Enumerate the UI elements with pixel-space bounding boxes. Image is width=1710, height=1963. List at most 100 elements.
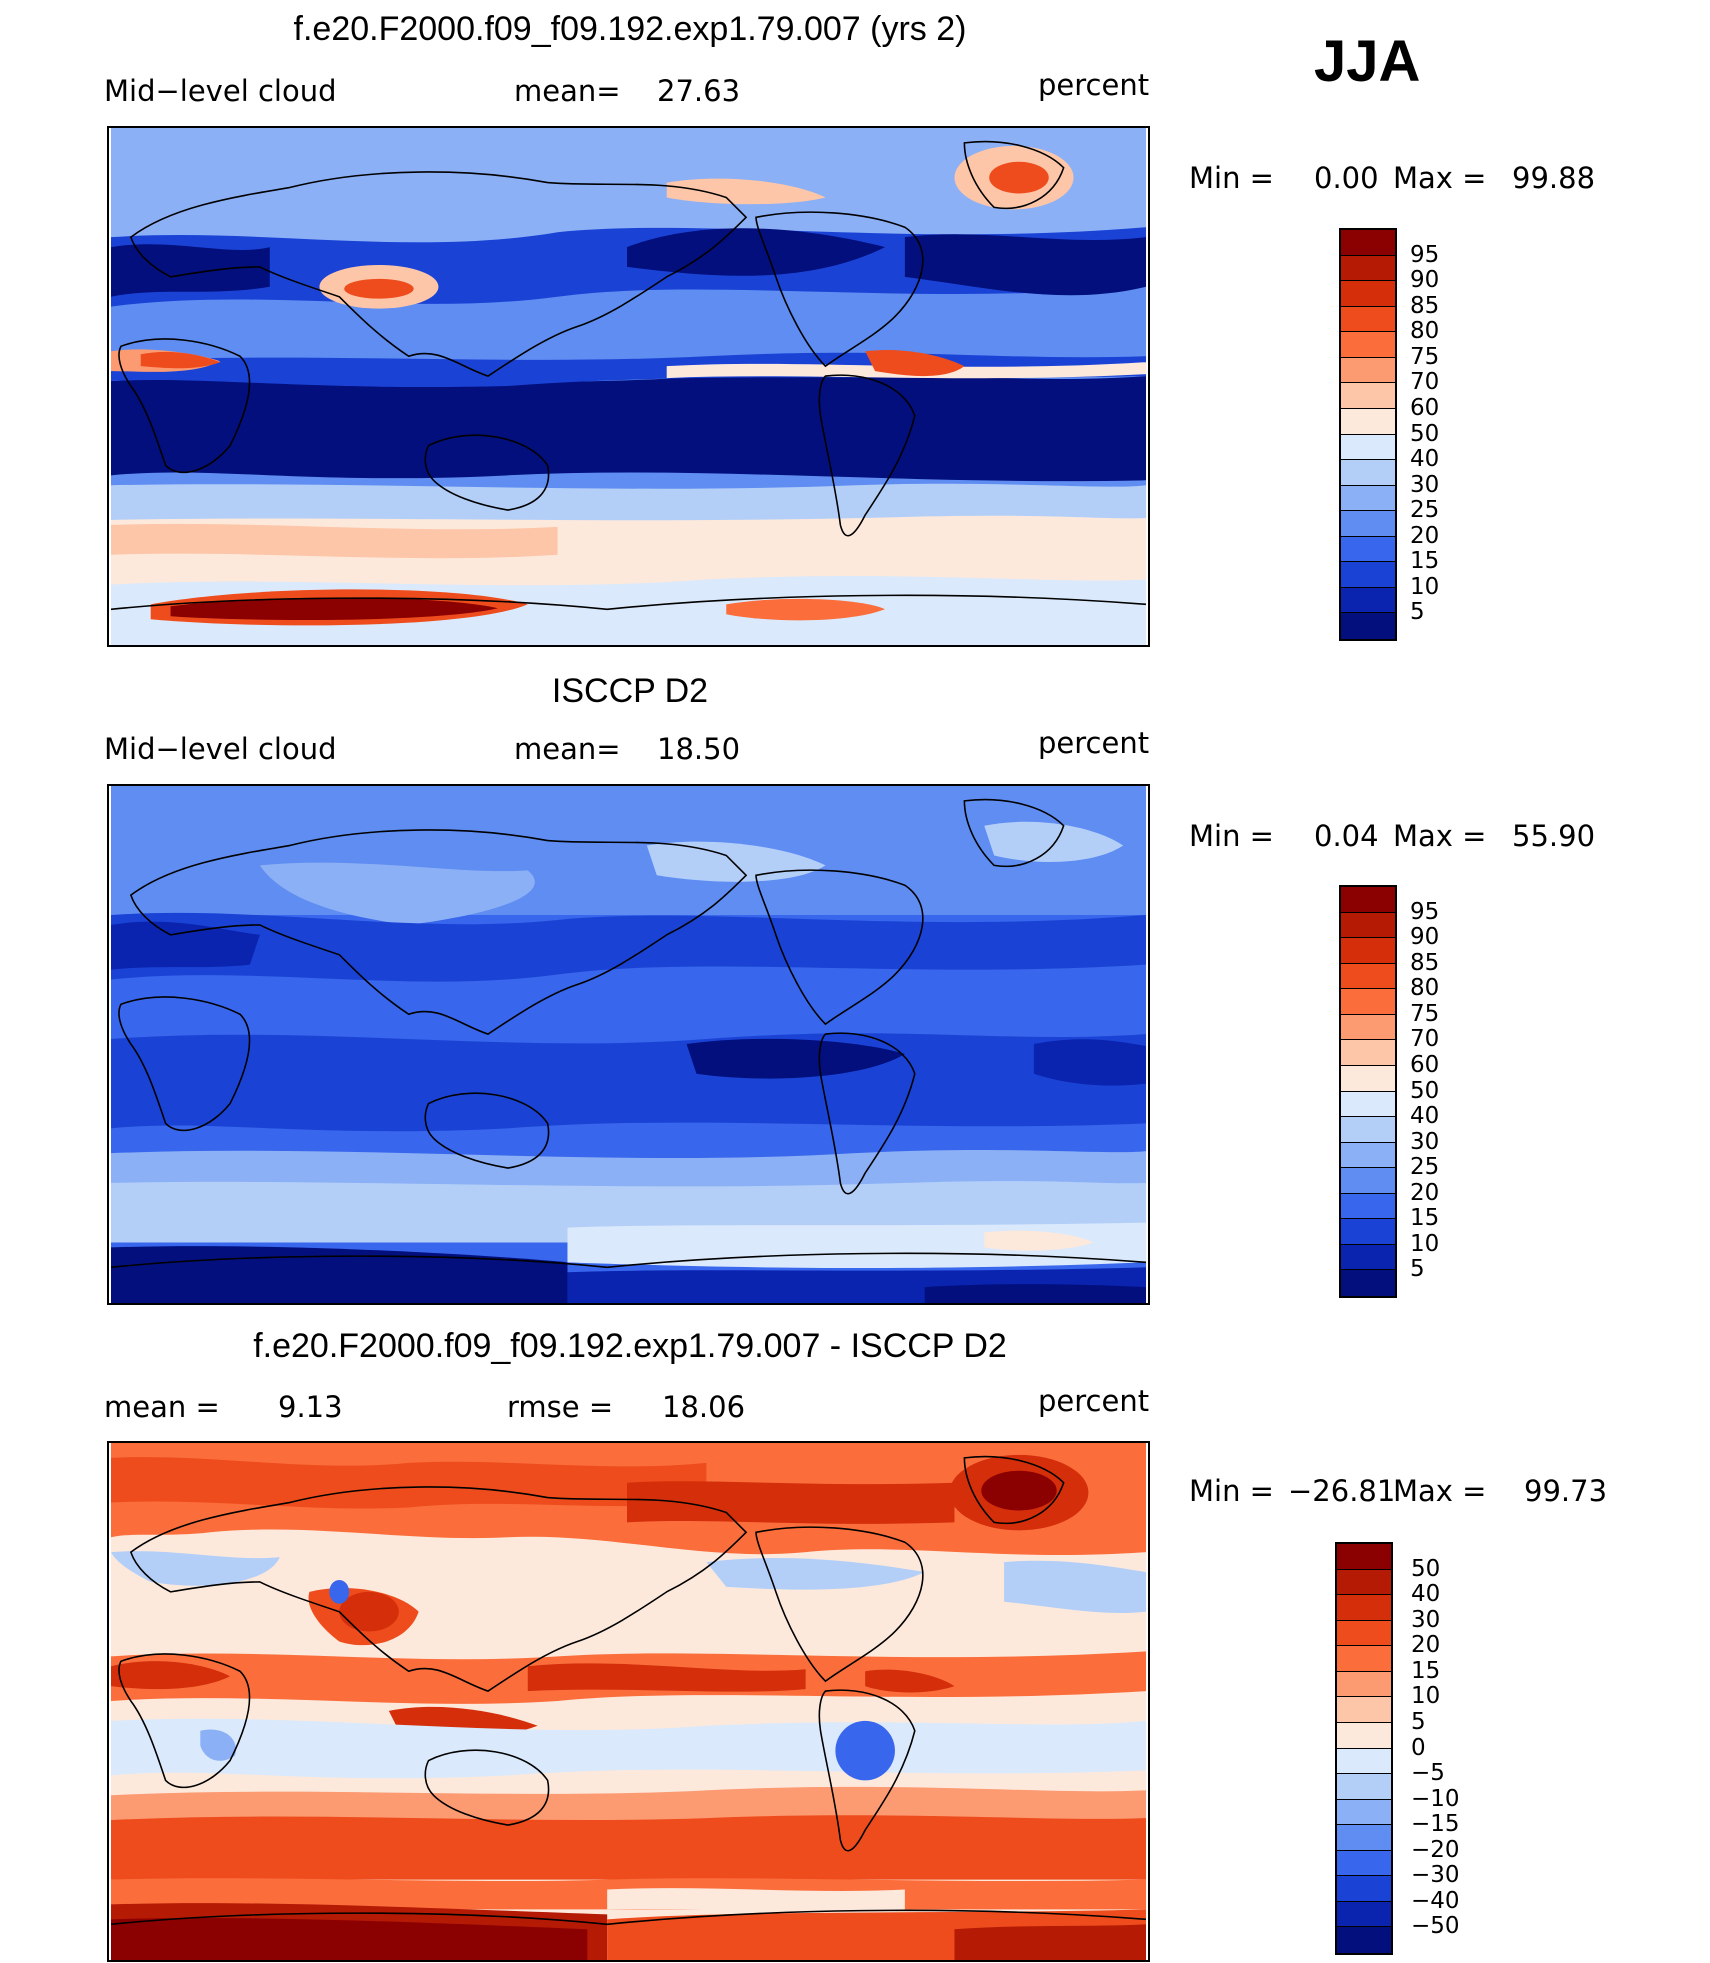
- panel2-colorbar: [1339, 885, 1397, 1298]
- colorbar-swatch: [1341, 1270, 1395, 1296]
- panel3-mean-label: mean =: [104, 1390, 220, 1424]
- panel3-title: f.e20.F2000.f09_f09.192.exp1.79.007 - IS…: [253, 1327, 1007, 1365]
- colorbar-tick-label: 20: [1410, 522, 1440, 549]
- colorbar-swatch: [1341, 587, 1395, 614]
- colorbar-tick-label: −15: [1411, 1811, 1460, 1838]
- panel3-map: [107, 1441, 1150, 1962]
- panel3-rmse-label: rmse =: [507, 1390, 614, 1424]
- colorbar-swatch: [1341, 434, 1395, 461]
- colorbar-swatch: [1337, 1595, 1391, 1621]
- colorbar-tick-label: 30: [1410, 471, 1440, 498]
- panel2-variable-label: Mid−level cloud: [104, 732, 337, 766]
- colorbar-swatch: [1341, 1014, 1395, 1041]
- colorbar-swatch: [1337, 1569, 1391, 1596]
- colorbar-swatch: [1341, 963, 1395, 990]
- colorbar-tick-label: 40: [1411, 1581, 1441, 1608]
- colorbar-tick-label: 60: [1410, 394, 1440, 421]
- panel2-max-label: Max =: [1393, 819, 1487, 853]
- colorbar-swatch: [1341, 332, 1395, 358]
- colorbar-swatch: [1341, 887, 1395, 913]
- panel1-title: f.e20.F2000.f09_f09.192.exp1.79.007 (yrs…: [293, 10, 967, 48]
- colorbar-tick-label: 30: [1411, 1606, 1441, 1633]
- colorbar-swatch: [1337, 1620, 1391, 1647]
- colorbar-swatch: [1341, 1065, 1395, 1092]
- colorbar-swatch: [1341, 1091, 1395, 1118]
- colorbar-tick-label: 10: [1410, 573, 1440, 600]
- panel3-colorbar: [1335, 1542, 1393, 1955]
- colorbar-swatch: [1337, 1774, 1391, 1800]
- colorbar-tick-label: 50: [1410, 1077, 1440, 1104]
- colorbar-swatch: [1337, 1901, 1391, 1928]
- colorbar-tick-label: 5: [1410, 599, 1425, 626]
- panel3-units-label: percent: [1038, 1384, 1150, 1418]
- colorbar-swatch: [1337, 1646, 1391, 1672]
- colorbar-tick-label: 20: [1411, 1632, 1441, 1659]
- colorbar-swatch: [1341, 912, 1395, 939]
- panel2-title: ISCCP D2: [551, 672, 709, 710]
- panel1-units-label: percent: [1038, 68, 1150, 102]
- panel1-max-label: Max =: [1393, 161, 1487, 195]
- colorbar-tick-label: −40: [1411, 1887, 1460, 1914]
- panel3-max-label: Max =: [1393, 1474, 1487, 1508]
- colorbar-tick-label: 15: [1410, 548, 1440, 575]
- colorbar-swatch: [1337, 1748, 1391, 1775]
- colorbar-swatch: [1337, 1722, 1391, 1749]
- panel3-rmse-value: 18.06: [662, 1390, 746, 1424]
- colorbar-tick-label: 25: [1410, 1154, 1440, 1181]
- colorbar-swatch: [1341, 1040, 1395, 1066]
- colorbar-tick-label: 25: [1410, 497, 1440, 524]
- panel3-max-value: 99.73: [1524, 1474, 1608, 1508]
- colorbar-swatch: [1337, 1671, 1391, 1698]
- colorbar-swatch: [1337, 1544, 1391, 1570]
- colorbar-swatch: [1341, 613, 1395, 639]
- colorbar-tick-label: 90: [1410, 924, 1440, 951]
- colorbar-swatch: [1337, 1825, 1391, 1851]
- panel1-variable-label: Mid−level cloud: [104, 74, 337, 108]
- colorbar-swatch: [1341, 1219, 1395, 1245]
- colorbar-tick-label: 20: [1410, 1179, 1440, 1206]
- colorbar-tick-label: 50: [1410, 420, 1440, 447]
- panel2-map-field: [110, 786, 1147, 1303]
- colorbar-swatch: [1337, 1697, 1391, 1723]
- colorbar-swatch: [1341, 1117, 1395, 1143]
- panel1-max-value: 99.88: [1512, 161, 1596, 195]
- colorbar-swatch: [1341, 989, 1395, 1015]
- colorbar-swatch: [1341, 230, 1395, 256]
- colorbar-tick-label: 75: [1410, 343, 1440, 370]
- season-label: JJA: [1314, 29, 1421, 94]
- panel3-min-value: −26.81: [1288, 1474, 1396, 1508]
- colorbar-tick-label: 40: [1410, 1103, 1440, 1130]
- colorbar-swatch: [1341, 1193, 1395, 1220]
- colorbar-tick-label: 15: [1410, 1205, 1440, 1232]
- colorbar-swatch: [1341, 536, 1395, 563]
- colorbar-tick-label: 5: [1410, 1256, 1425, 1283]
- colorbar-tick-label: 50: [1411, 1555, 1441, 1582]
- colorbar-tick-label: 95: [1410, 898, 1440, 925]
- panel1-colorbar: [1339, 228, 1397, 641]
- colorbar-tick-label: 95: [1410, 241, 1440, 268]
- panel2-max-value: 55.90: [1512, 819, 1596, 853]
- panel3-mean-value: 9.13: [278, 1390, 343, 1424]
- panel1-min-value: 0.00: [1314, 161, 1379, 195]
- panel2-units-label: percent: [1038, 726, 1150, 760]
- colorbar-tick-label: 15: [1411, 1657, 1441, 1684]
- colorbar-tick-label: 85: [1410, 949, 1440, 976]
- colorbar-tick-label: 5: [1411, 1708, 1426, 1735]
- colorbar-swatch: [1341, 485, 1395, 512]
- panel2-mean-label: mean=: [514, 732, 621, 766]
- colorbar-swatch: [1341, 408, 1395, 435]
- colorbar-swatch: [1341, 1168, 1395, 1194]
- colorbar-tick-label: 60: [1410, 1051, 1440, 1078]
- panel2-min-value: 0.04: [1314, 819, 1379, 853]
- colorbar-tick-label: 30: [1410, 1128, 1440, 1155]
- colorbar-swatch: [1337, 1799, 1391, 1826]
- colorbar-tick-label: −50: [1411, 1913, 1460, 1940]
- colorbar-tick-label: −20: [1411, 1836, 1460, 1863]
- colorbar-swatch: [1341, 383, 1395, 409]
- panel2-mean-value: 18.50: [657, 732, 741, 766]
- colorbar-swatch: [1341, 281, 1395, 307]
- colorbar-swatch: [1337, 1927, 1391, 1953]
- colorbar-tick-label: 10: [1411, 1683, 1441, 1710]
- colorbar-swatch: [1341, 511, 1395, 537]
- colorbar-swatch: [1341, 1244, 1395, 1271]
